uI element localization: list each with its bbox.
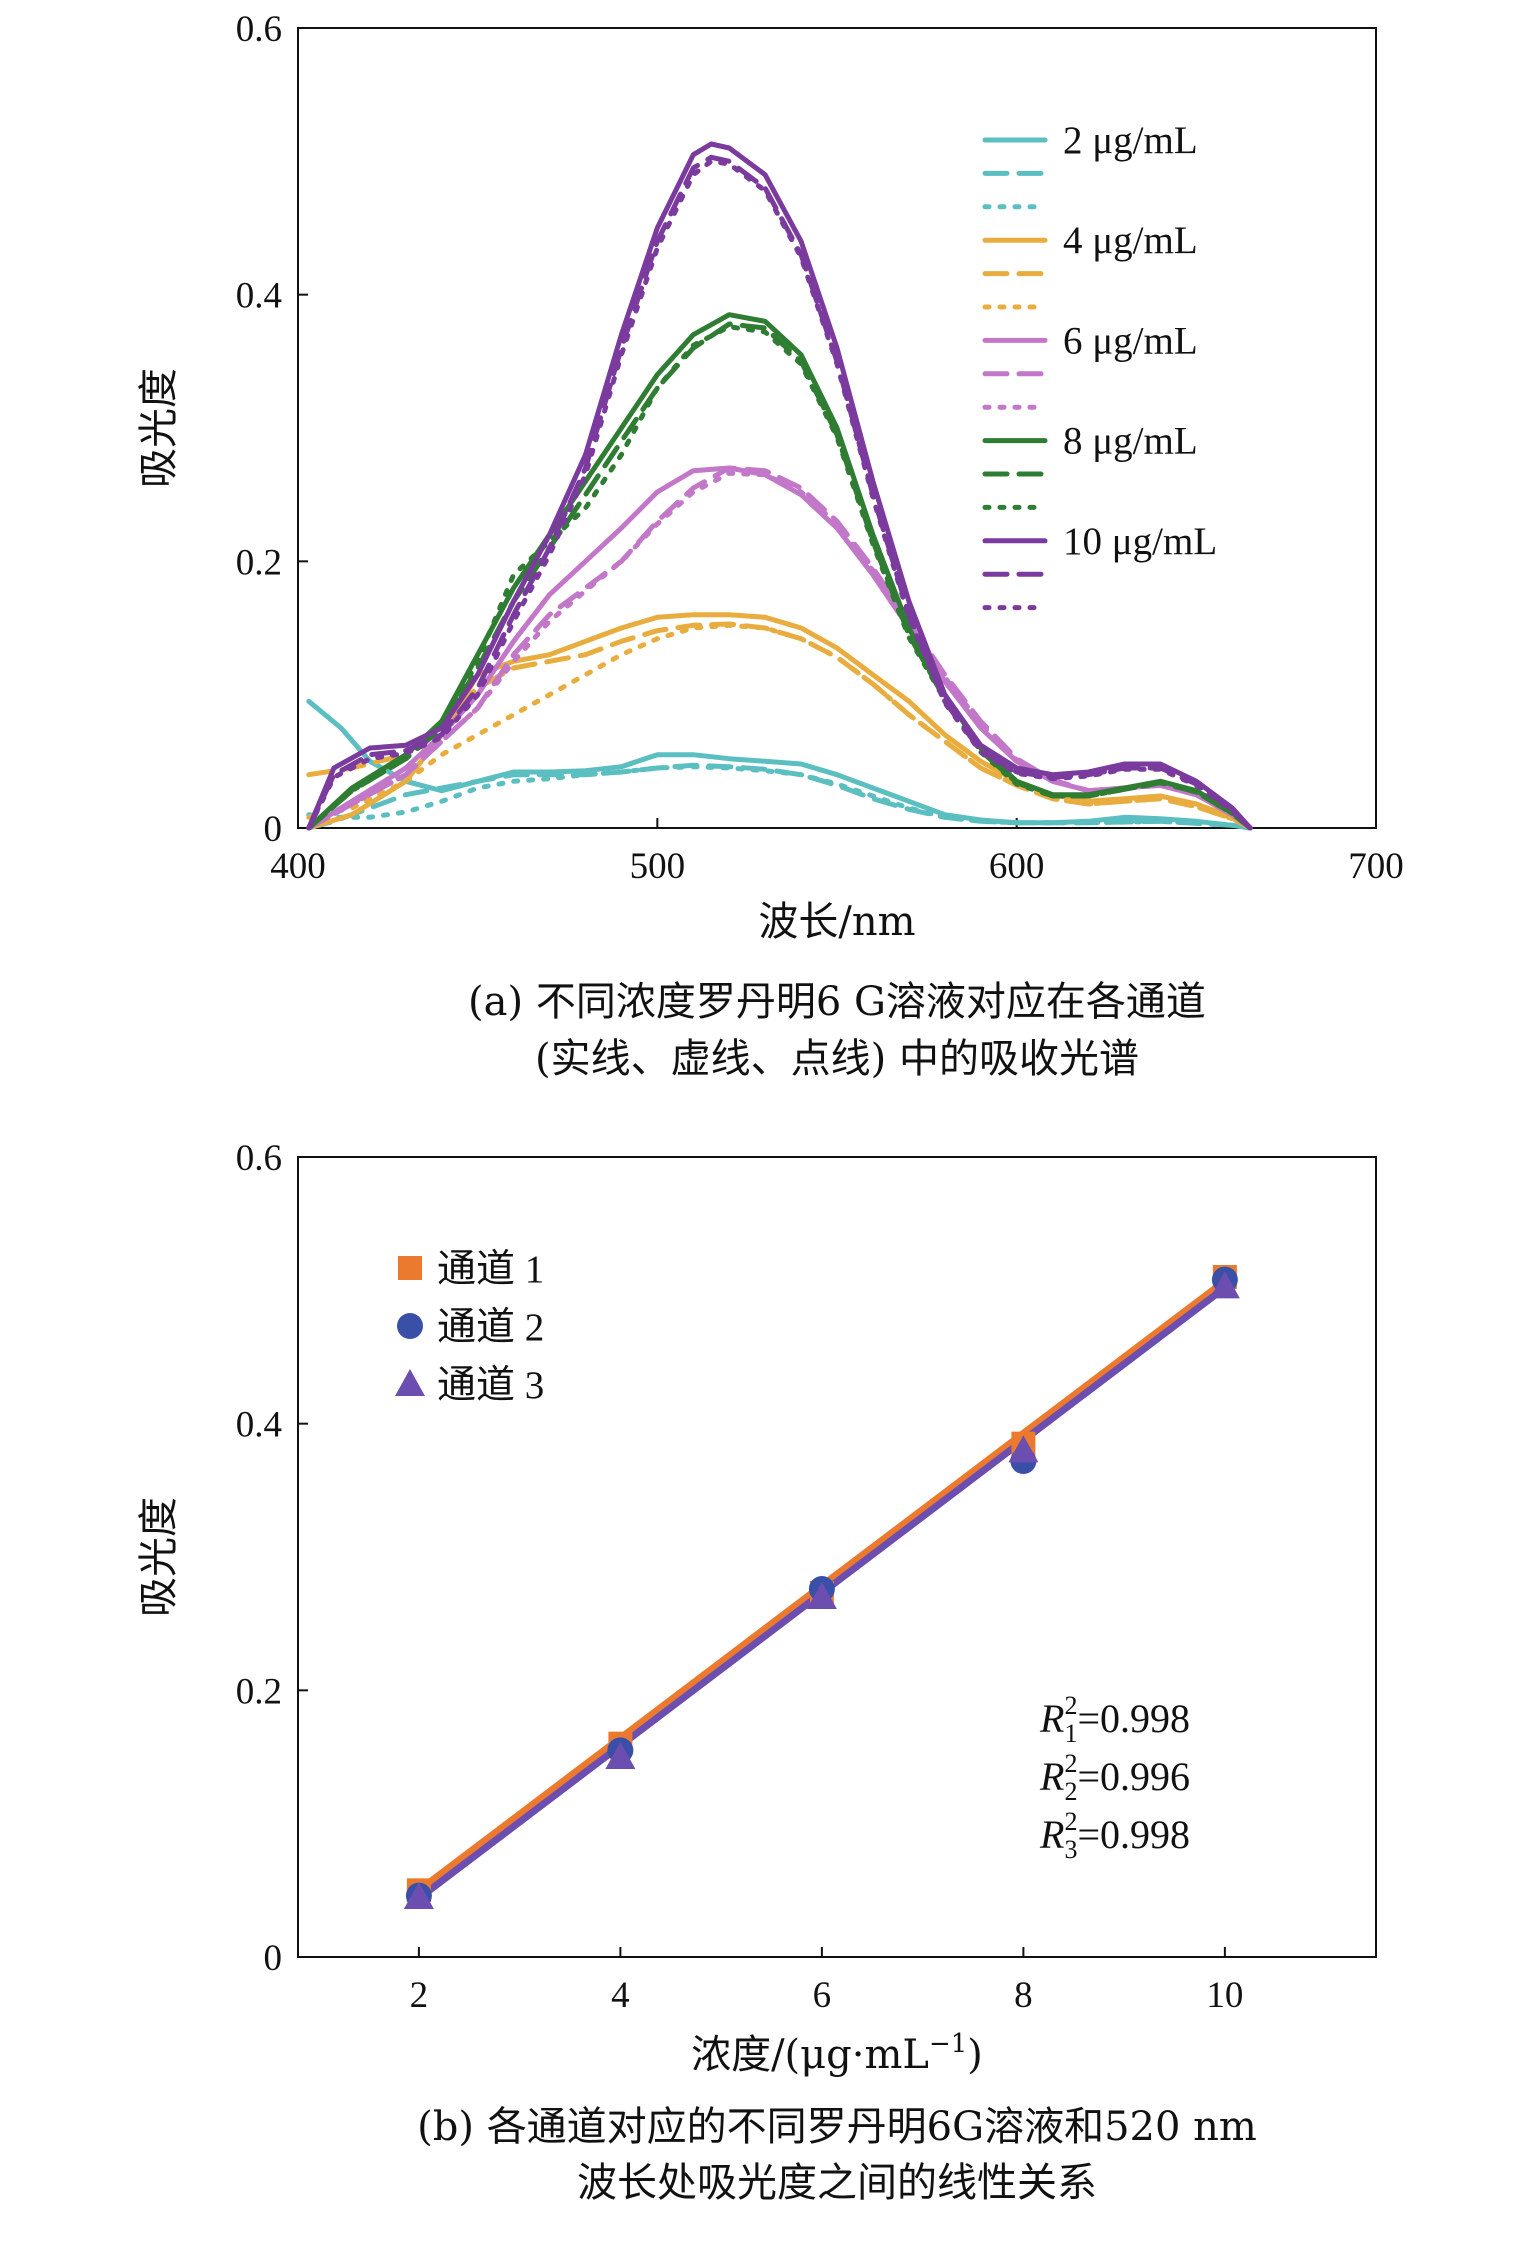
chart-a-legend-label: 10 μg/mL (1063, 520, 1217, 563)
chart-a-series-lines (306, 141, 1253, 831)
chart-b-x-axis-label: 浓度/(μg·mL−1) (691, 2029, 983, 2078)
chart-a-y-tick-label: 0.6 (236, 9, 282, 50)
chart-a-legend: 2 μg/mL 4 μg/mL 6 μg/mL 8 μg/mL 10 μg/mL (982, 119, 1217, 611)
chart-b-legend-label-3: 通道 3 (437, 1364, 544, 1407)
chart-a-x-tick-label: 700 (1348, 846, 1404, 887)
chart-b-y-tick-label: 0.4 (236, 1405, 282, 1446)
chart-b-point-series-3 (1209, 1271, 1240, 1299)
chart-a-x-tick-label: 500 (630, 846, 686, 887)
chart-b-y-axis-label: 吸光度 (136, 1497, 182, 1617)
chart-b-point-series-3 (1008, 1435, 1039, 1463)
chart-a-plot-frame (297, 27, 1377, 829)
chart-a-series-line-11 (306, 321, 1253, 831)
chart-b-caption-line-1: (b) 各通道对应的不同罗丹明6G溶液和520 nm (417, 2104, 1257, 2150)
chart-b-plot-frame (297, 1156, 1377, 1958)
chart-a-y-tick-label: 0.2 (236, 542, 282, 583)
chart-b-legend-marker-1 (398, 1256, 422, 1280)
chart-b-y-tick-label: 0 (264, 1938, 283, 1979)
chart-b-x-tick-label: 8 (1014, 1975, 1033, 2016)
chart-a-caption-line-2: (实线、虚线、点线) 中的吸收光谱 (535, 1036, 1139, 1082)
chart-b-point-series-3 (403, 1882, 434, 1909)
chart-a-x-axis-label: 波长/nm (758, 899, 915, 945)
chart-b-legend-marker-3 (395, 1369, 425, 1396)
chart-b-data-points (403, 1265, 1240, 1909)
chart-a-series-line-15 (306, 158, 1253, 831)
chart-b-x-tick-label: 2 (410, 1975, 429, 2016)
chart-b-x-axis-label-main: 浓度/(μg·mL (691, 2032, 929, 2078)
chart-a-series-line-6 (306, 622, 1253, 831)
chart-b-x-axis-label-sup: −1 (929, 2029, 967, 2059)
chart-b-r-squared-2: R2 2=0.996 (1039, 1749, 1190, 1806)
chart-a-y-axis-label: 吸光度 (136, 368, 182, 488)
chart-a-ticks: 400 500 600 700 0 0.2 0.4 0.6 (236, 9, 1404, 887)
chart-a-legend-label: 4 μg/mL (1063, 219, 1198, 262)
chart-b-legend: 通道 1 通道 2 通道 3 (395, 1248, 544, 1407)
chart-a-series-line-13 (306, 141, 1253, 831)
chart-a-x-tick-label: 600 (989, 846, 1045, 887)
chart-b-point-series-3 (806, 1582, 837, 1609)
chart-b-caption-line-2: 波长处吸光度之间的线性关系 (577, 2160, 1097, 2206)
chart-b-x-tick-label: 4 (611, 1975, 630, 2016)
chart-a-series-line-3 (306, 764, 1253, 831)
chart-b-legend-label-1: 通道 1 (437, 1248, 544, 1291)
chart-a-x-tick-label: 400 (270, 846, 326, 887)
chart-b-x-tick-label: 10 (1206, 1975, 1243, 2016)
chart-b-y-tick-label: 0.6 (236, 1138, 282, 1179)
chart-a-legend-label: 8 μg/mL (1063, 420, 1198, 463)
chart-b-r-squared-3: R2 3=0.998 (1039, 1807, 1190, 1864)
chart-b-legend-marker-2 (397, 1313, 423, 1339)
chart-a-legend-label: 6 μg/mL (1063, 319, 1198, 362)
chart-b-x-axis-label-end: ) (967, 2032, 983, 2078)
chart-b-legend-label-2: 通道 2 (437, 1306, 544, 1349)
chart-a-series-line-10 (306, 312, 1253, 831)
chart-a-absorption-spectra: 400 500 600 700 0 0.2 0.4 0.6 2 μg/mL 4 μg/mL 6 μ… (136, 9, 1404, 1082)
chart-b-point-series-3 (605, 1742, 636, 1769)
chart-b-ticks: 2 4 6 8 10 0 0.2 0.4 0.6 (236, 1138, 1244, 2016)
chart-a-series-line-12 (306, 324, 1253, 831)
chart-a-y-tick-label: 0 (264, 809, 283, 850)
chart-b-y-tick-label: 0.2 (236, 1671, 282, 1712)
chart-b-x-tick-label: 6 (813, 1975, 832, 2016)
chart-a-caption-line-1: (a) 不同浓度罗丹明6 G溶液对应在各通道 (468, 979, 1206, 1025)
chart-b-r-squared-1: R2 1=0.998 (1039, 1691, 1190, 1748)
chart-a-y-tick-label: 0.4 (236, 276, 282, 317)
chart-a-legend-label: 2 μg/mL (1063, 119, 1198, 162)
